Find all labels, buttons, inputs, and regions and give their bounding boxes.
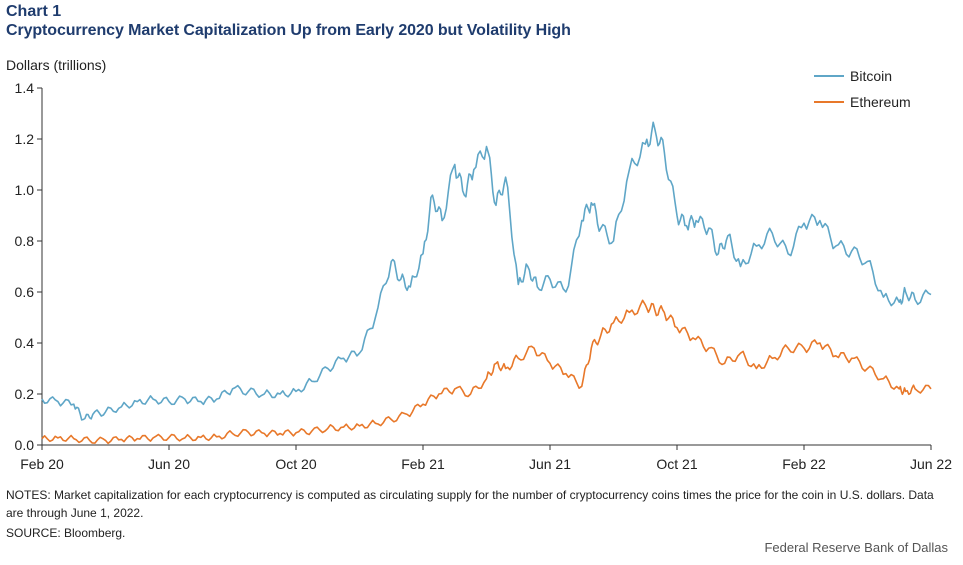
x-tick-label: Feb 22 [782, 456, 826, 472]
x-tick-label: Feb 20 [20, 456, 64, 472]
x-tick-label: Jun 20 [148, 456, 190, 472]
y-tick-label: 0.6 [15, 284, 35, 300]
y-tick-label: 0.0 [15, 437, 35, 453]
series-line-bitcoin [41, 121, 932, 421]
x-tick-label: Jun 21 [529, 456, 571, 472]
y-tick-label: 0.8 [15, 233, 35, 249]
y-tick-label: 0.2 [15, 386, 35, 402]
chart-title: Cryptocurrency Market Capitalization Up … [6, 22, 571, 39]
y-tick-label: 0.4 [15, 335, 35, 351]
series-line-ethereum [41, 299, 932, 445]
chart-legend: Bitcoin Ethereum [814, 68, 911, 110]
legend-label-bitcoin: Bitcoin [850, 68, 892, 84]
x-tick-label: Oct 20 [275, 456, 316, 472]
y-tick-label: 1.4 [15, 80, 35, 96]
y-axis-label: Dollars (trillions) [6, 57, 107, 73]
x-tick-label: Jun 22 [910, 456, 952, 472]
chart-kicker: Chart 1 [6, 3, 62, 20]
chart-source: SOURCE: Bloomberg. [6, 526, 126, 540]
chart-notes: NOTES: Market capitalization for each cr… [6, 488, 934, 520]
y-tick-label: 1.2 [15, 131, 35, 147]
y-tick-label: 1.0 [15, 182, 35, 198]
x-tick-label: Oct 21 [656, 456, 697, 472]
x-tick-label: Feb 21 [401, 456, 445, 472]
chart-credit: Federal Reserve Bank of Dallas [764, 540, 948, 555]
chart-series-layer [41, 121, 932, 445]
legend-label-ethereum: Ethereum [850, 94, 911, 110]
chart-axes: 0.0 0.2 0.4 0.6 0.8 1.0 1.2 1.4 Feb 20 Jun 20 Oct … [15, 80, 953, 472]
